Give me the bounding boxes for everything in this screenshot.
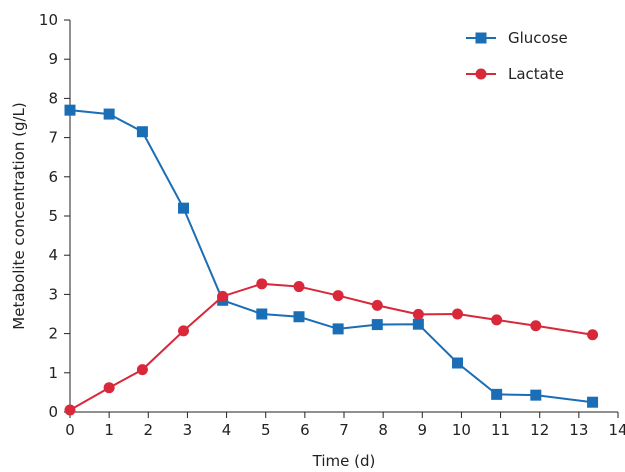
legend-marker: [475, 68, 487, 80]
glucose-point: [530, 389, 542, 401]
x-tick-label: 10: [452, 421, 471, 439]
x-tick-label: 9: [418, 421, 428, 439]
x-tick-label: 13: [569, 421, 588, 439]
x-tick-label: 6: [300, 421, 310, 439]
legend: Glucose Lactate: [466, 29, 568, 83]
y-tick-label: 0: [48, 403, 58, 421]
x-tick-label: 1: [104, 421, 114, 439]
glucose-point: [412, 318, 424, 330]
lactate-point: [136, 364, 148, 376]
x-tick-label: 7: [339, 421, 349, 439]
lactate-series: [64, 278, 599, 416]
y-tick-label: 8: [48, 89, 58, 107]
y-tick-label: 5: [48, 207, 58, 225]
y-axis-title: Metabolite concentration (g/L): [10, 102, 28, 329]
lactate-point: [103, 382, 115, 394]
lactate-point: [491, 314, 503, 326]
lactate-point: [452, 308, 464, 320]
lactate-line: [69, 282, 593, 411]
x-tick-label: 2: [144, 421, 154, 439]
glucose-point: [371, 319, 383, 331]
lactate-point: [371, 299, 383, 311]
lactate-point: [587, 329, 599, 341]
lactate-point: [256, 278, 268, 290]
glucose-point: [587, 396, 599, 408]
lactate-point: [530, 320, 542, 332]
glucose-point: [136, 126, 148, 138]
glucose-point: [491, 388, 503, 400]
legend-item-lactate: Lactate: [466, 65, 564, 83]
x-tick-label: 14: [608, 421, 625, 439]
series-layer: [64, 104, 599, 416]
x-ticks: 0 1 2 3 4 5 6 7 8 9 10 11 12 13 14: [65, 412, 625, 439]
glucose-point: [452, 357, 464, 369]
legend-marker: [475, 32, 487, 44]
y-tick-label: 4: [48, 246, 58, 264]
y-tick-label: 7: [48, 129, 58, 147]
x-tick-label: 5: [261, 421, 271, 439]
glucose-point: [64, 104, 76, 116]
glucose-point: [293, 311, 305, 323]
glucose-line: [69, 109, 593, 404]
x-tick-label: 8: [378, 421, 388, 439]
y-tick-label: 3: [48, 285, 58, 303]
lactate-point: [217, 290, 229, 302]
glucose-point: [178, 202, 190, 214]
glucose-point: [256, 308, 268, 320]
lactate-point: [412, 308, 424, 320]
lactate-point: [178, 325, 190, 337]
glucose-point: [332, 323, 344, 335]
y-tick-label: 9: [48, 50, 58, 68]
x-tick-label: 12: [530, 421, 549, 439]
y-tick-label: 6: [48, 168, 58, 186]
x-tick-label: 11: [491, 421, 510, 439]
x-tick-label: 0: [65, 421, 75, 439]
legend-label: Lactate: [508, 65, 564, 83]
y-tick-label: 10: [39, 11, 58, 29]
glucose-point: [103, 108, 115, 120]
legend-label: Glucose: [508, 29, 568, 47]
y-tick-label: 1: [48, 364, 58, 382]
legend-item-glucose: Glucose: [466, 29, 568, 47]
y-tick-label: 2: [48, 325, 58, 343]
lactate-point: [293, 281, 305, 293]
y-ticks: 0 1 2 3 4 5 6 7 8 9 10: [39, 11, 70, 421]
x-tick-label: 3: [183, 421, 193, 439]
x-tick-label: 4: [222, 421, 232, 439]
x-axis-title: Time (d): [312, 452, 376, 470]
glucose-series: [64, 104, 599, 408]
lactate-point: [64, 404, 76, 416]
lactate-point: [332, 290, 344, 302]
